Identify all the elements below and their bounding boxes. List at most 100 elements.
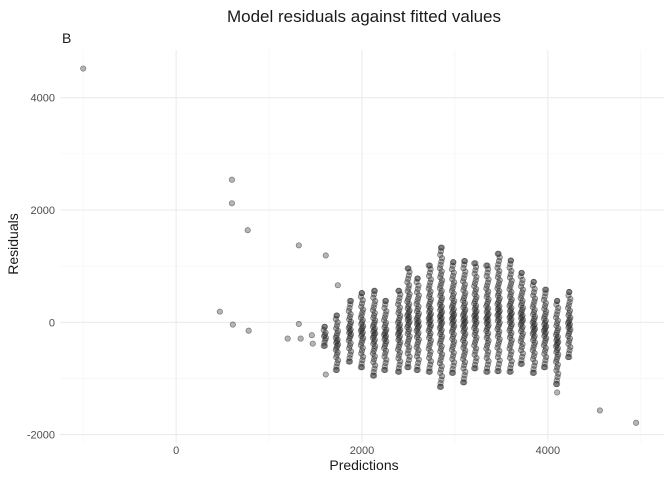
data-point	[530, 278, 537, 285]
data-point	[284, 335, 291, 342]
data-point	[334, 282, 341, 289]
data-point	[519, 286, 526, 293]
data-point	[321, 323, 328, 330]
data-point	[519, 276, 526, 284]
data-point	[357, 293, 364, 300]
data-point	[321, 342, 328, 349]
data-point	[439, 373, 446, 380]
data-point	[228, 176, 235, 183]
grid	[60, 50, 664, 443]
data-point	[360, 306, 367, 313]
data-point	[472, 365, 479, 372]
data-point	[451, 359, 458, 366]
data-point	[347, 311, 354, 318]
data-point	[295, 242, 302, 249]
data-point	[542, 286, 549, 293]
data-point	[450, 259, 457, 266]
data-point	[473, 273, 480, 281]
data-point	[554, 297, 561, 305]
data-point	[415, 282, 422, 289]
data-point	[358, 364, 366, 371]
data-point	[405, 265, 412, 272]
data-point	[297, 335, 304, 342]
data-point	[397, 291, 404, 298]
data-point	[405, 364, 412, 371]
data-point	[519, 350, 526, 357]
data-point	[383, 356, 390, 363]
data-point	[566, 354, 573, 361]
x-axis-title: Predictions	[329, 457, 398, 473]
data-point	[485, 358, 492, 365]
data-point	[382, 366, 389, 374]
data-point	[555, 304, 562, 312]
data-point	[322, 371, 329, 378]
data-point	[508, 348, 515, 355]
data-point	[495, 250, 502, 257]
data-point	[461, 379, 468, 386]
data-point	[567, 343, 574, 351]
data-point	[383, 308, 390, 315]
data-point	[485, 348, 492, 355]
data-point	[80, 65, 87, 72]
data-point	[372, 298, 379, 305]
y-axis-title: Residuals	[5, 213, 21, 274]
y-tick-labels: -2000 0 2000 4000	[27, 93, 55, 442]
data-point	[450, 269, 457, 276]
data-point	[530, 369, 537, 376]
data-point	[295, 320, 302, 328]
data-point	[473, 354, 480, 361]
data-point	[461, 258, 468, 265]
data-point	[567, 295, 574, 302]
data-point	[245, 327, 252, 334]
scatter-points	[80, 65, 640, 426]
data-point	[437, 244, 445, 251]
data-point	[216, 308, 223, 315]
data-point	[414, 366, 421, 374]
data-point	[333, 312, 340, 319]
x-tick-labels: 0 2000 4000	[173, 445, 560, 457]
data-point	[495, 368, 502, 375]
data-point	[485, 266, 492, 273]
data-point	[496, 347, 503, 354]
data-point	[382, 297, 389, 305]
data-point	[309, 340, 316, 347]
data-point	[543, 353, 550, 361]
data-point	[244, 227, 251, 234]
data-point	[484, 262, 491, 269]
data-point	[360, 353, 367, 360]
y-tick-label: 0	[49, 317, 55, 329]
data-point	[427, 348, 434, 355]
data-point	[396, 287, 403, 294]
data-point	[553, 301, 560, 308]
data-point	[518, 269, 525, 276]
data-point	[426, 368, 433, 375]
data-point	[426, 262, 433, 269]
data-point	[531, 295, 539, 302]
data-point	[397, 358, 404, 365]
data-point	[554, 380, 561, 388]
data-point	[406, 282, 413, 289]
data-point	[438, 268, 445, 275]
data-point	[415, 356, 422, 363]
data-point	[496, 277, 503, 284]
data-point	[439, 255, 446, 262]
data-point	[358, 290, 366, 297]
data-point	[633, 419, 640, 426]
data-point	[529, 282, 536, 289]
data-point	[462, 368, 469, 375]
data-point	[427, 358, 435, 365]
data-point	[372, 362, 379, 369]
data-point	[427, 276, 435, 283]
data-point	[554, 389, 561, 396]
data-point	[438, 363, 445, 370]
data-point	[531, 359, 539, 366]
data-point	[396, 368, 403, 375]
data-point	[228, 200, 235, 207]
panel-tag: B	[62, 30, 71, 46]
data-point	[542, 364, 549, 371]
data-point	[406, 268, 413, 276]
y-tick-label: 4000	[31, 93, 55, 105]
data-point	[333, 366, 340, 374]
data-point	[496, 267, 503, 275]
